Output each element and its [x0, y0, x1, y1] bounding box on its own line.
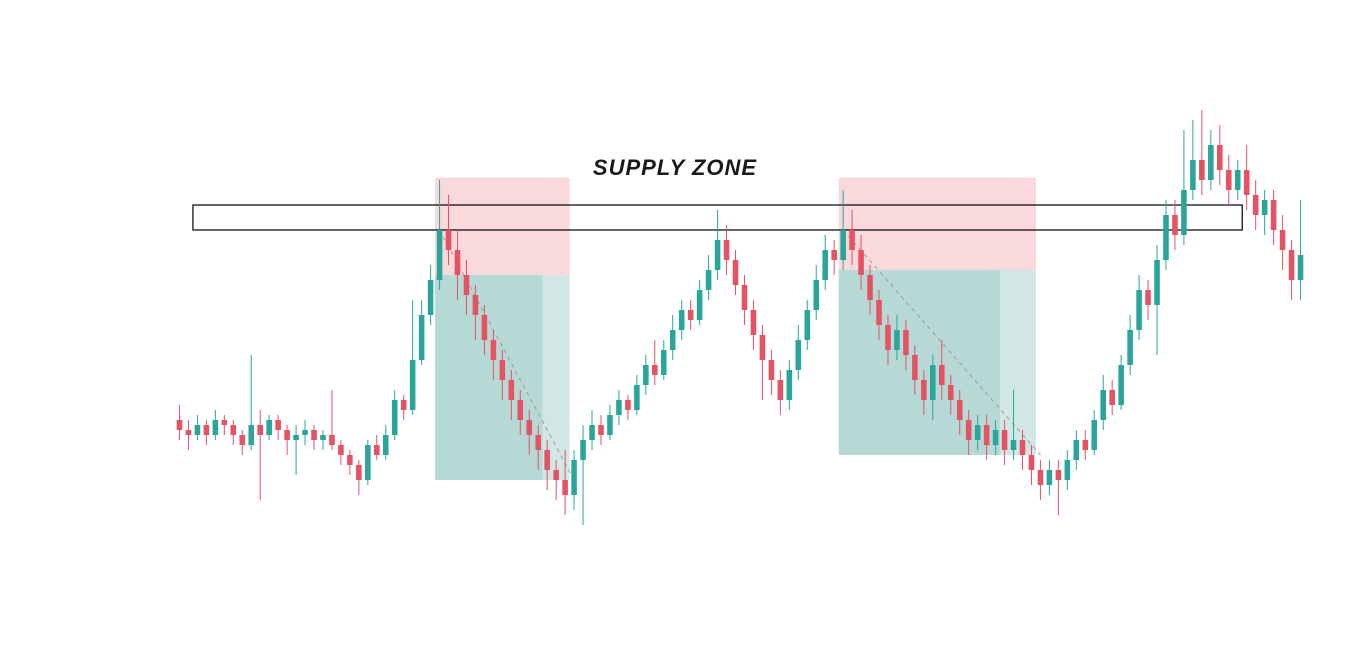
chart-svg — [0, 0, 1350, 650]
chart-title: SUPPLY ZONE — [593, 155, 757, 181]
candlestick-chart: SUPPLY ZONE — [0, 0, 1350, 650]
